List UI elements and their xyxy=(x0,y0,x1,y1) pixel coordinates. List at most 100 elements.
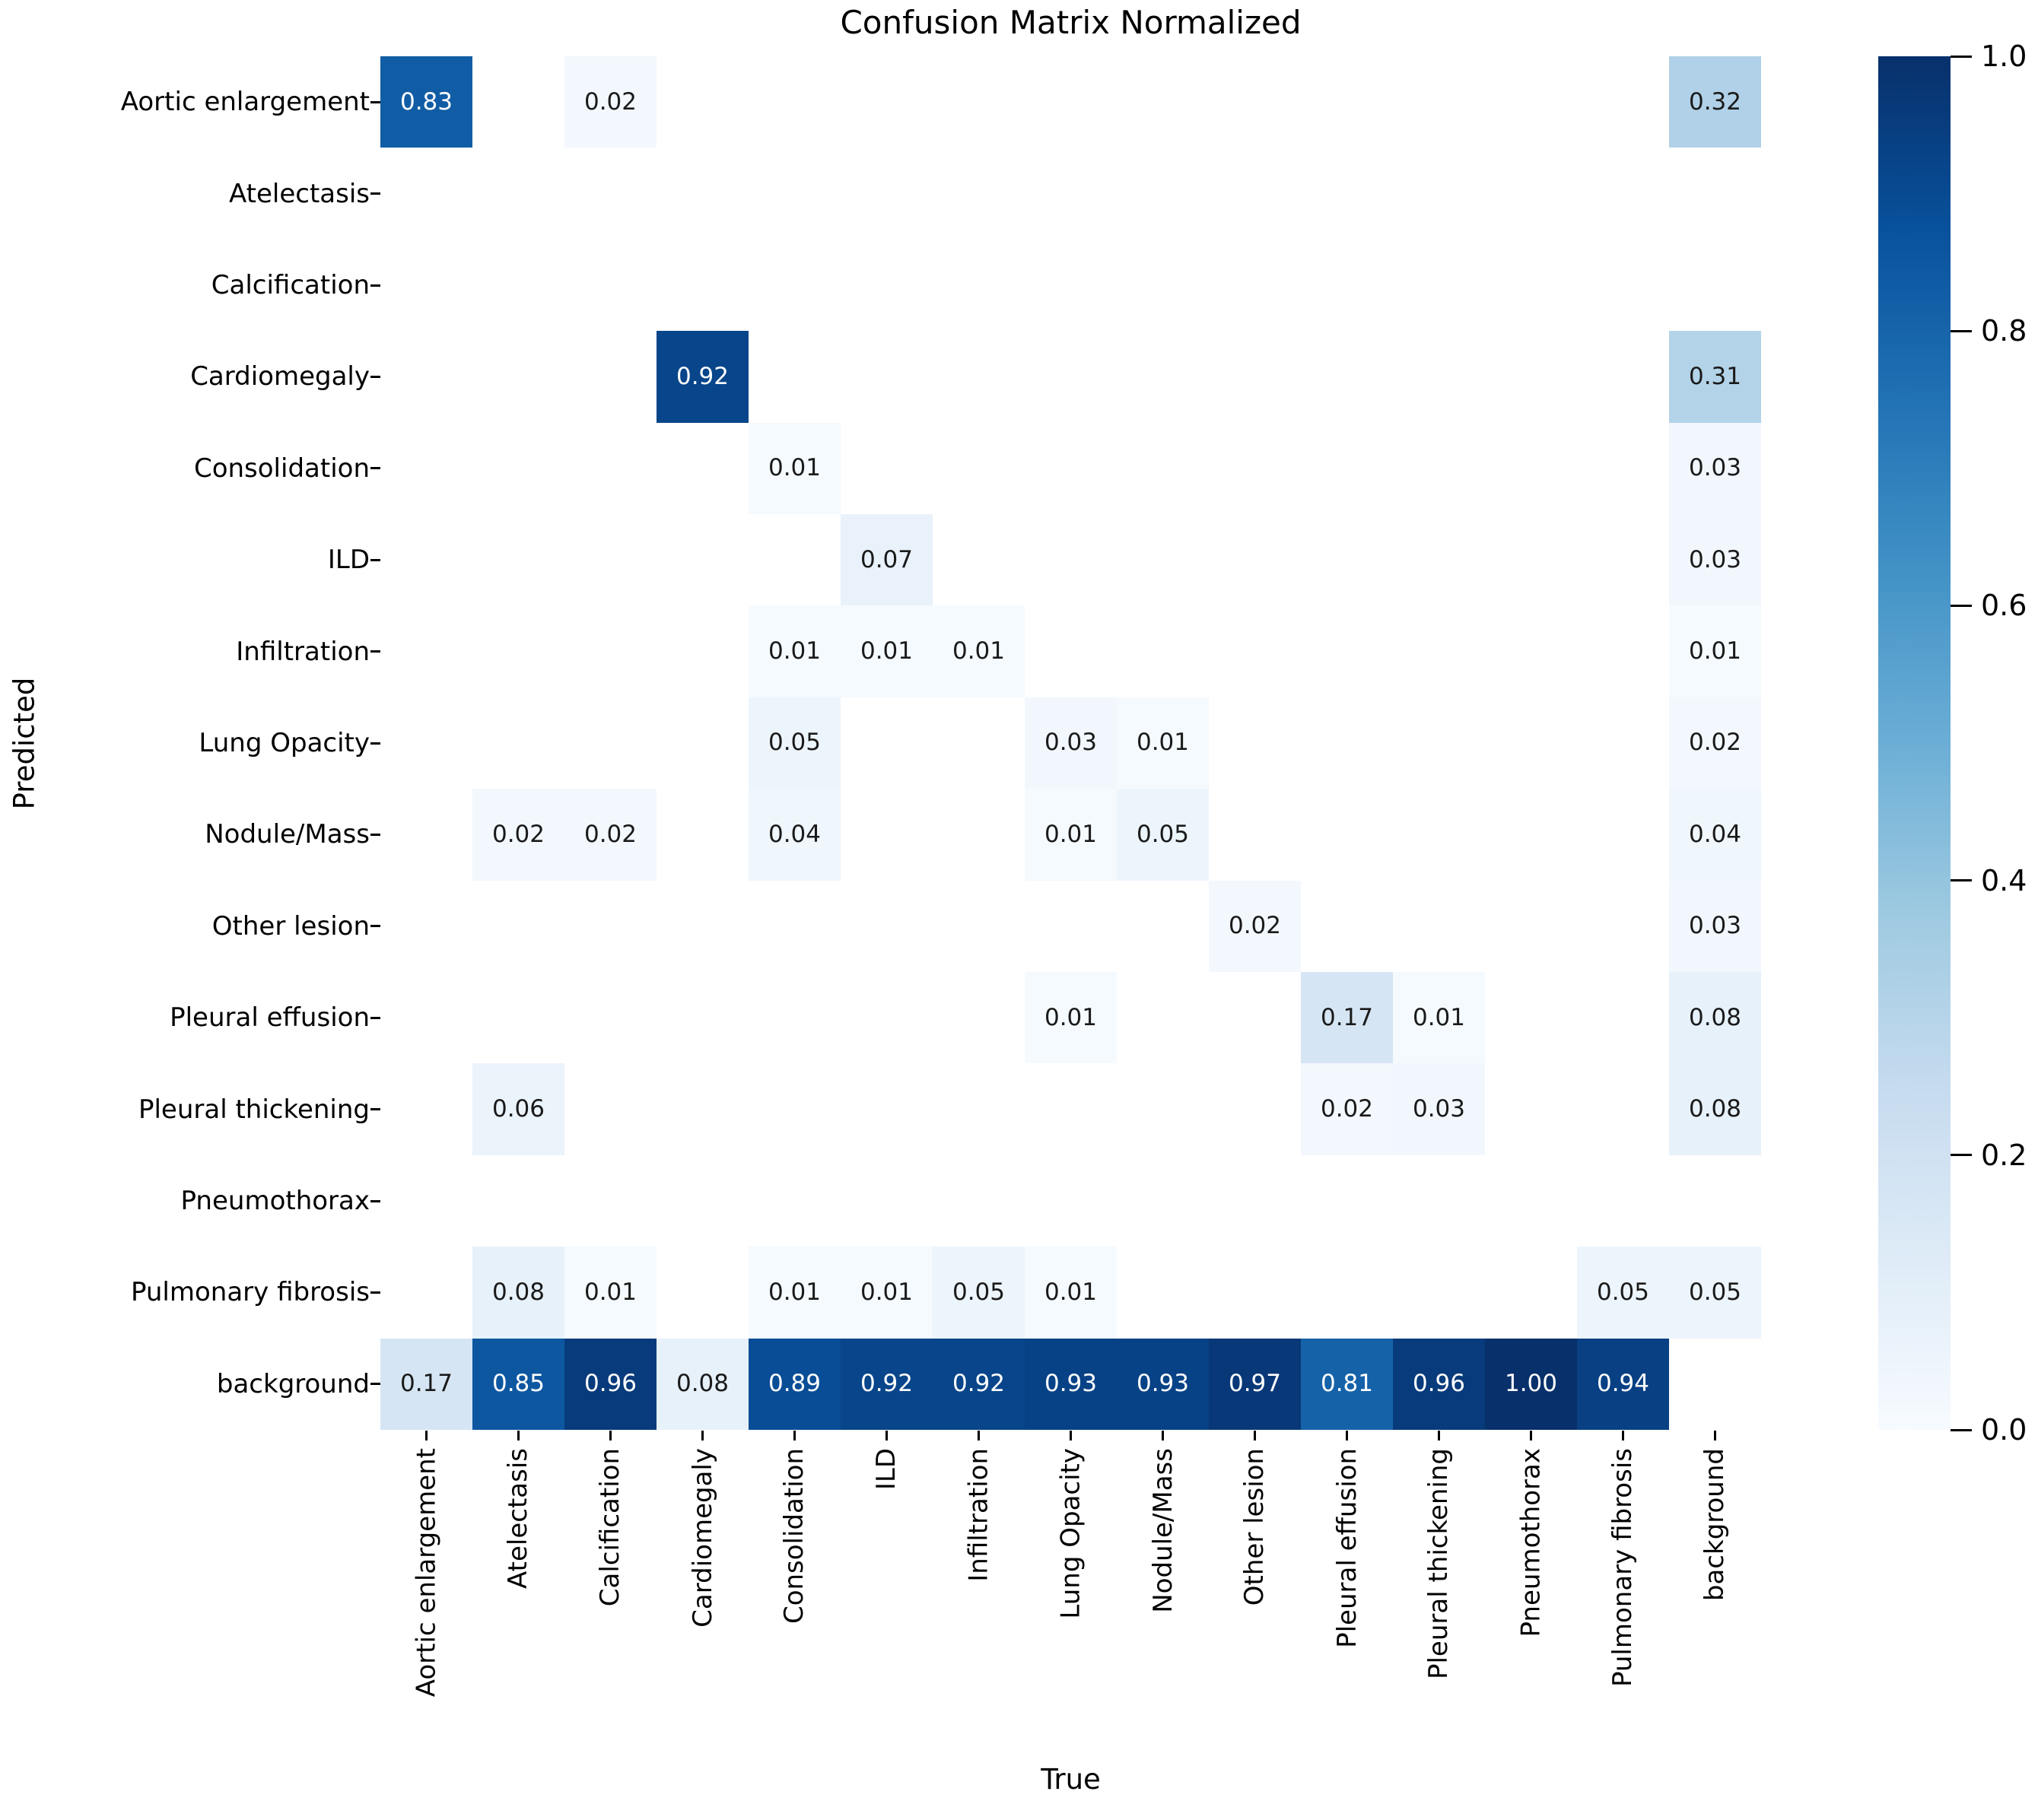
heatmap-cell xyxy=(1393,697,1485,789)
heatmap-cell xyxy=(472,239,564,332)
y-tick-label: Other lesion xyxy=(211,910,370,942)
heatmap-cell xyxy=(1117,1063,1209,1155)
heatmap-cell xyxy=(1117,605,1209,697)
heatmap-cell xyxy=(1117,422,1209,514)
cell-annotation: 0.02 xyxy=(583,87,637,116)
heatmap-cell: 0.01 xyxy=(564,1247,657,1339)
heatmap-cell xyxy=(1209,422,1301,514)
x-tick-label: Atelectasis xyxy=(503,1448,534,1590)
heatmap-cell xyxy=(1577,605,1669,697)
heatmap-cell xyxy=(657,697,749,789)
x-tick xyxy=(609,1431,612,1440)
heatmap-cell xyxy=(657,514,749,606)
heatmap-cell xyxy=(1485,1247,1577,1339)
heatmap-cell xyxy=(472,697,564,789)
heatmap-cell xyxy=(380,1063,472,1155)
heatmap-cell xyxy=(380,331,472,423)
heatmap-cell: 0.08 xyxy=(1669,972,1761,1064)
heatmap-cell xyxy=(564,148,657,240)
cell-annotation: 0.01 xyxy=(768,454,822,482)
cell-annotation: 0.92 xyxy=(676,362,730,390)
heatmap-cell: 0.08 xyxy=(657,1338,749,1430)
heatmap-cell: 0.01 xyxy=(841,1247,933,1339)
heatmap-cell xyxy=(1393,880,1485,972)
heatmap-cell: 0.85 xyxy=(472,1338,564,1430)
heatmap-cell: 0.01 xyxy=(749,1247,841,1339)
heatmap-cell xyxy=(1485,1063,1577,1155)
x-tick-label: Nodule/Mass xyxy=(1147,1448,1178,1613)
heatmap-cell xyxy=(1025,1155,1117,1247)
y-tick-label: Atelectasis xyxy=(228,178,370,209)
heatmap-cell xyxy=(749,56,841,148)
colorbar-tick-label: 0.2 xyxy=(1981,1138,2027,1172)
heatmap-cell xyxy=(472,331,564,423)
x-tick-label: Calcification xyxy=(595,1448,626,1607)
heatmap-cell xyxy=(380,605,472,697)
x-tick xyxy=(1070,1431,1072,1440)
cell-annotation: 0.96 xyxy=(1412,1370,1466,1398)
colorbar-tick-label: 1.0 xyxy=(1981,40,2027,73)
heatmap-cell xyxy=(841,697,933,789)
heatmap-cell: 0.93 xyxy=(1117,1338,1209,1430)
cell-annotation: 0.03 xyxy=(1688,545,1742,573)
y-tick xyxy=(370,925,380,928)
heatmap-cell: 0.03 xyxy=(1669,880,1761,972)
heatmap-cell xyxy=(1209,789,1301,881)
heatmap-cell xyxy=(564,972,657,1064)
heatmap-cell xyxy=(472,972,564,1064)
heatmap-cell xyxy=(1393,514,1485,606)
heatmap-cell: 0.02 xyxy=(564,56,657,148)
colorbar-tick xyxy=(1951,1154,1972,1157)
cell-annotation: 0.01 xyxy=(860,1278,914,1306)
cell-annotation: 0.01 xyxy=(583,1278,637,1306)
cell-annotation: 0.17 xyxy=(1320,1003,1374,1031)
heatmap-cell xyxy=(1117,972,1209,1064)
heatmap-cell: 0.04 xyxy=(1669,789,1761,881)
heatmap-cell xyxy=(380,789,472,881)
x-tick-label: Consolidation xyxy=(779,1448,810,1625)
heatmap-cell xyxy=(380,239,472,332)
heatmap-cell xyxy=(1577,1063,1669,1155)
heatmap-cell: 0.01 xyxy=(1025,1247,1117,1339)
heatmap-cell xyxy=(933,331,1025,423)
y-tick xyxy=(370,1383,380,1386)
heatmap-cell xyxy=(1577,239,1669,332)
heatmap-cell xyxy=(933,972,1025,1064)
heatmap-cell: 0.92 xyxy=(933,1338,1025,1430)
heatmap-cell xyxy=(1025,1063,1117,1155)
heatmap-cell xyxy=(841,972,933,1064)
heatmap-cell: 0.96 xyxy=(1393,1338,1485,1430)
heatmap-cell xyxy=(1025,56,1117,148)
y-tick-label: Cardiomegaly xyxy=(190,361,370,392)
heatmap-cell xyxy=(1577,880,1669,972)
heatmap-cell: 0.08 xyxy=(472,1247,564,1339)
heatmap-cell xyxy=(1301,148,1393,240)
heatmap-cell xyxy=(657,972,749,1064)
heatmap-cell xyxy=(1025,880,1117,972)
heatmap-cell xyxy=(380,514,472,606)
heatmap-cell: 0.01 xyxy=(1025,972,1117,1064)
heatmap-cell xyxy=(841,789,933,881)
cell-annotation: 0.89 xyxy=(768,1370,822,1398)
heatmap-cell xyxy=(1393,148,1485,240)
cell-annotation: 0.02 xyxy=(583,820,637,848)
heatmap-cell xyxy=(1485,697,1577,789)
y-tick-label: Consolidation xyxy=(193,453,370,484)
x-tick-label: Cardiomegaly xyxy=(687,1448,718,1628)
cell-annotation: 0.01 xyxy=(1044,1003,1098,1031)
heatmap-cell xyxy=(1577,148,1669,240)
x-tick-label: Pleural effusion xyxy=(1331,1448,1362,1648)
cell-annotation: 0.01 xyxy=(860,637,914,665)
heatmap-cell: 0.03 xyxy=(1025,697,1117,789)
heatmap-cell xyxy=(749,1063,841,1155)
heatmap-cell xyxy=(1485,331,1577,423)
heatmap-cell xyxy=(1117,1155,1209,1247)
heatmap-cell: 0.93 xyxy=(1025,1338,1117,1430)
x-tick xyxy=(978,1431,980,1440)
x-tick-label: Lung Opacity xyxy=(1055,1448,1086,1619)
heatmap-cell xyxy=(657,605,749,697)
heatmap-cell xyxy=(1117,239,1209,332)
heatmap-cell xyxy=(1025,605,1117,697)
y-tick-label: Pneumothorax xyxy=(180,1186,370,1216)
heatmap-cell xyxy=(841,148,933,240)
